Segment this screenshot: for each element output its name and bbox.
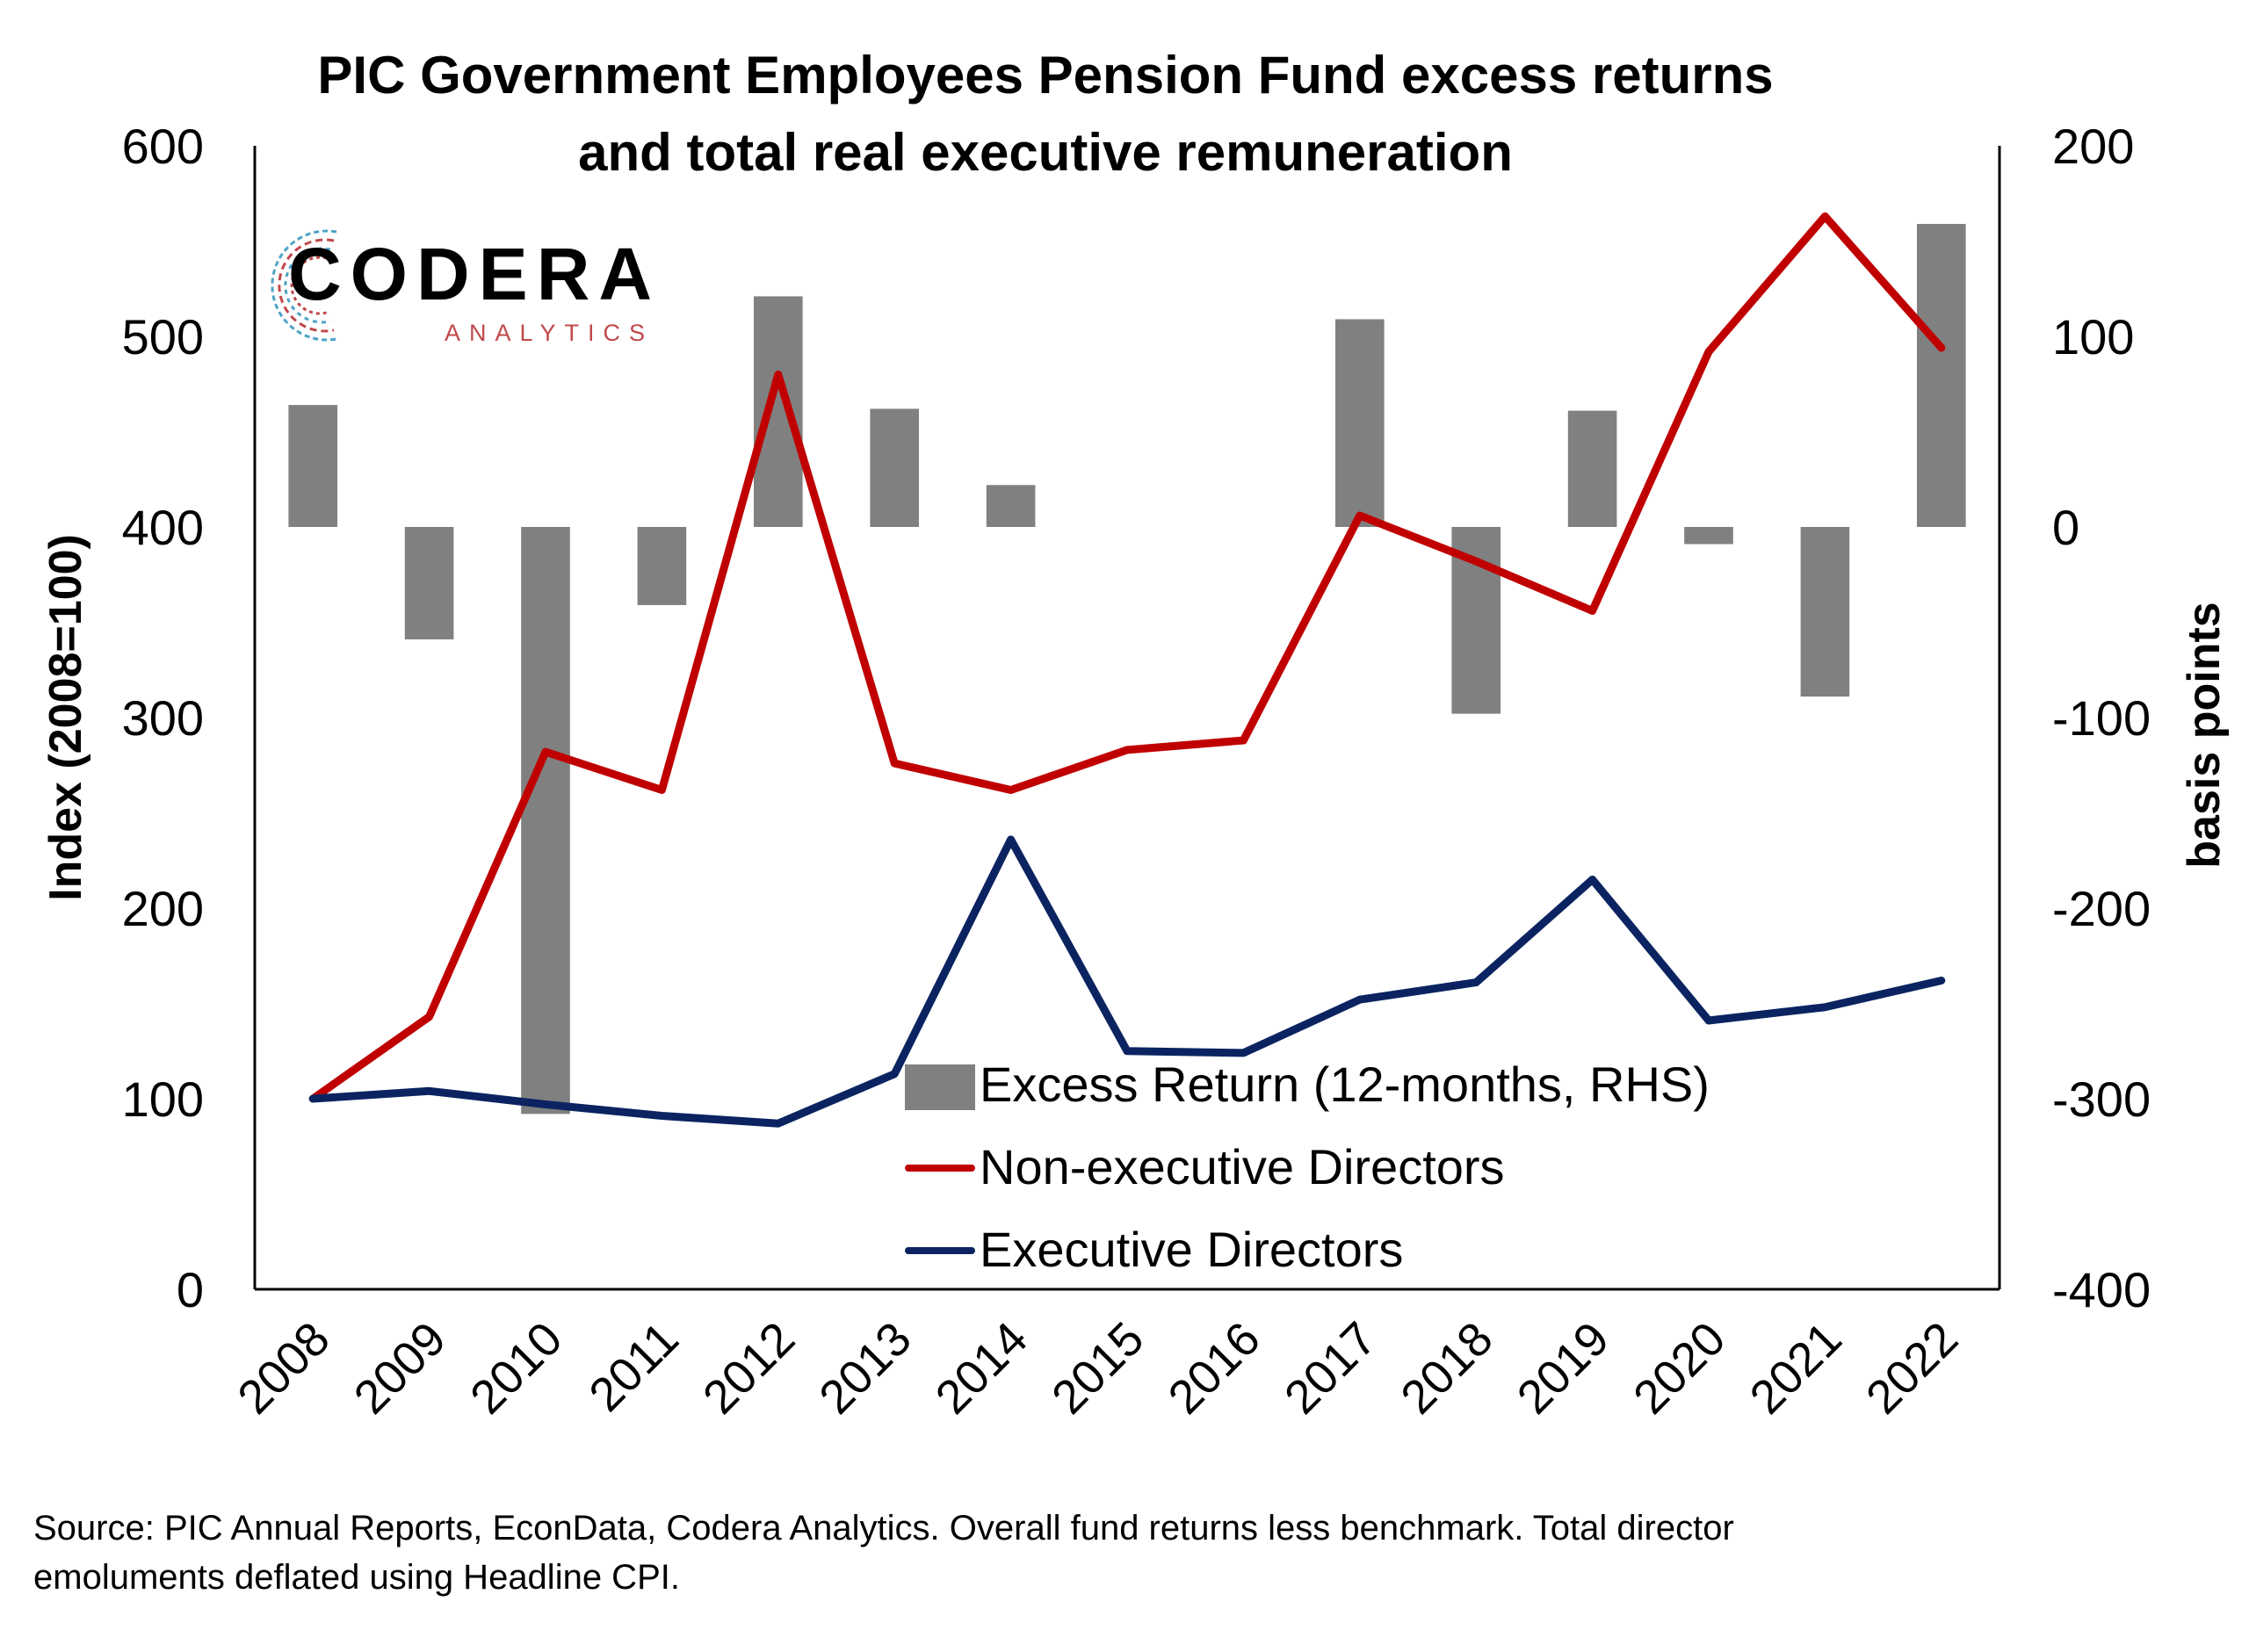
right-axis-tick-label: -400	[2052, 1262, 2151, 1317]
x-axis-tick-label: 2014	[926, 1312, 1038, 1424]
legend-swatch-line	[905, 1247, 975, 1254]
legend-label: Non-executive Directors	[980, 1139, 1505, 1194]
executive-directors-line	[308, 835, 1946, 1128]
right-axis-tick-label: -300	[2052, 1071, 2151, 1127]
legend-label: Excess Return (12-months, RHS)	[980, 1057, 1710, 1112]
non-executive-directors-line	[308, 212, 1946, 1103]
x-axis-tick-label: 2011	[579, 1312, 689, 1422]
left-axis-tick-label: 0	[177, 1262, 204, 1317]
excess-return-bar-2017	[1334, 319, 1385, 527]
chart-lines	[308, 212, 1946, 1128]
source-note-line2: emoluments deflated using Headline CPI.	[33, 1558, 680, 1597]
chart-axes	[253, 146, 2001, 1291]
legend-label: Executive Directors	[980, 1222, 1404, 1277]
x-axis-tick-label: 2009	[344, 1312, 456, 1424]
legend-swatch-line	[905, 1165, 975, 1172]
excess-return-bar-2019	[1567, 410, 1617, 527]
x-axis-tick-label: 2020	[1623, 1312, 1735, 1424]
right-axis-tick-label: 0	[2052, 500, 2079, 555]
x-axis-tick-label: 2008	[228, 1312, 339, 1424]
codera-logo: CODERA ANALYTICS	[253, 220, 666, 351]
x-axis-tick-label: 2015	[1042, 1312, 1153, 1424]
excess-return-bar-2008	[288, 405, 338, 527]
excess-return-bar-2013	[870, 408, 920, 527]
excess-return-bar-2010	[521, 527, 570, 1115]
excess-return-bar-2011	[637, 527, 687, 605]
source-note-line1: Source: PIC Annual Reports, EconData, Co…	[33, 1509, 1734, 1547]
left-axis-tick-label: 600	[122, 119, 204, 174]
excess-return-bar-2012	[753, 296, 803, 527]
right-axis-title: basis points	[2179, 602, 2230, 868]
chart-title-line2: and total real executive remuneration	[578, 123, 1513, 182]
excess-return-bar-2020	[1684, 527, 1733, 545]
legend-swatch-bar	[905, 1064, 975, 1110]
logo-ring-icon	[271, 229, 337, 342]
x-axis-tick-label: 2010	[460, 1312, 572, 1424]
x-axis-tick-label: 2017	[1275, 1312, 1386, 1424]
excess-return-bar-2014	[986, 485, 1036, 527]
excess-return-bar-2009	[404, 527, 454, 640]
x-axis-tick-label: 2016	[1159, 1312, 1270, 1424]
x-axis-tick-label: 2021	[1740, 1312, 1852, 1424]
x-axis-tick-label: 2018	[1391, 1312, 1502, 1424]
x-axis-tick-label: 2019	[1508, 1312, 1619, 1424]
logo-wordmark: CODERA	[288, 233, 662, 315]
left-axis-tick-label: 200	[122, 881, 204, 936]
right-axis-tick-label: -200	[2052, 881, 2151, 936]
left-axis-title: Index (2008=100)	[40, 534, 91, 901]
x-axis-tick-label: 2012	[693, 1312, 805, 1424]
right-axis-tick-label: 100	[2052, 309, 2134, 364]
x-axis-tick-label: 2013	[809, 1312, 921, 1424]
right-axis-tick-label: -100	[2052, 690, 2151, 746]
excess-return-bar-2022	[1916, 223, 1966, 527]
right-axis-tick-label: 200	[2052, 119, 2134, 174]
excess-return-bar-2021	[1800, 527, 1850, 697]
logo-subtitle: ANALYTICS	[445, 320, 654, 346]
left-axis-tick-label: 100	[122, 1071, 204, 1127]
left-axis-tick-label: 400	[122, 500, 204, 555]
left-axis-tick-label: 300	[122, 690, 204, 746]
chart-title-line1: PIC Government Employees Pension Fund ex…	[317, 46, 1774, 105]
left-axis-tick-label: 500	[122, 309, 204, 364]
excess-return-bars	[288, 223, 1966, 1115]
x-axis-tick-label: 2022	[1856, 1312, 1968, 1424]
